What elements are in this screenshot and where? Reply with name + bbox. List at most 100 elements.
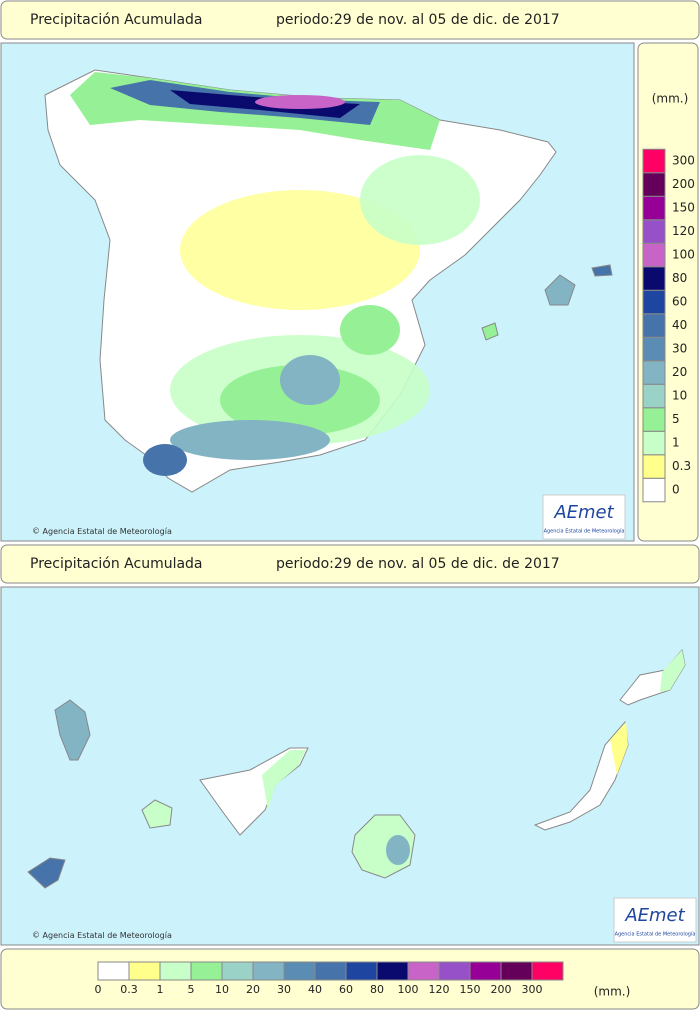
legend-swatch xyxy=(314,961,347,981)
legend-swatch xyxy=(642,289,666,315)
legend-swatch xyxy=(642,383,666,409)
legend-swatch xyxy=(159,961,192,981)
precip-area xyxy=(180,190,420,310)
legend-label: 300 xyxy=(522,983,543,996)
credit: Agencia Estatal de Meteorología xyxy=(43,931,172,940)
legend-label: 80 xyxy=(672,271,687,285)
legend-label: 100 xyxy=(672,248,695,262)
legend-label: 30 xyxy=(672,342,687,356)
precip-area xyxy=(280,355,340,405)
side-legend: 0 0.3 1 5 10 20 30 40 60 80 100 120 150 200 300 xyxy=(642,148,695,503)
precip-area xyxy=(255,95,345,109)
legend-label: 150 xyxy=(460,983,481,996)
copyright: © Agencia Estatal de Meteorología xyxy=(32,931,172,940)
legend-swatch xyxy=(642,219,666,244)
legend-label: 1 xyxy=(157,983,164,996)
precip-area xyxy=(386,835,410,865)
island xyxy=(141,799,173,829)
precip-area xyxy=(143,444,187,476)
legend-swatch xyxy=(500,961,533,981)
legend-label: 5 xyxy=(188,983,195,996)
logo-subtitle: Agencia Estatal de Meteorología xyxy=(544,528,625,535)
legend-swatch xyxy=(642,407,666,432)
precip-area xyxy=(610,722,628,775)
logo-box xyxy=(613,897,697,943)
header-title: Precipitación Acumulada xyxy=(30,556,203,572)
legend-swatch xyxy=(642,266,666,291)
island xyxy=(481,322,499,341)
legend-label: 120 xyxy=(672,224,695,238)
legend-swatch xyxy=(190,961,223,981)
legend-label: 40 xyxy=(672,318,687,332)
legend-label: 200 xyxy=(491,983,512,996)
legend-label: 150 xyxy=(672,201,695,215)
header-period: periodo:29 de nov. al 05 de dic. de 2017 xyxy=(276,556,560,572)
credit: Agencia Estatal de Meteorología xyxy=(43,527,172,536)
legend-label: 0 xyxy=(95,983,102,996)
precip-area xyxy=(340,305,400,355)
sea xyxy=(0,586,700,946)
island xyxy=(544,274,576,306)
logo-subtitle: Agencia Estatal de Meteorología xyxy=(615,931,696,938)
legend-swatch xyxy=(642,454,666,479)
header-title: Precipitación Acumulada xyxy=(30,12,203,28)
legend-label: 120 xyxy=(429,983,450,996)
precip-area xyxy=(360,155,480,245)
unit: (mm.) xyxy=(594,985,631,999)
island xyxy=(54,699,91,761)
logo: AEmet xyxy=(624,905,685,926)
legend-swatch xyxy=(438,961,471,981)
legend-swatch xyxy=(376,961,409,981)
island xyxy=(27,857,66,889)
legend-swatch xyxy=(642,148,666,174)
precip-area xyxy=(262,750,306,810)
legend-swatch xyxy=(128,961,161,981)
legend-swatch xyxy=(283,961,316,981)
legend-swatch xyxy=(252,961,285,981)
legend-label: 10 xyxy=(672,389,687,403)
legend-label: 30 xyxy=(277,983,291,996)
legend-swatch xyxy=(642,242,666,268)
legend-swatch xyxy=(642,336,666,362)
precip-area xyxy=(170,420,330,460)
legend-label: 20 xyxy=(246,983,260,996)
legend-label: 10 xyxy=(215,983,229,996)
legend-swatch xyxy=(531,961,564,981)
legend-swatch xyxy=(642,195,666,221)
legend-label: 300 xyxy=(672,154,695,168)
copyright: © Agencia Estatal de Meteorología xyxy=(32,527,172,536)
legend-label: 20 xyxy=(672,365,687,379)
bottom-legend: 0 0.3 1 5 10 20 30 40 60 80 100 120 150 200 300 xyxy=(95,961,564,996)
legend-label: 60 xyxy=(339,983,353,996)
legend-label: 60 xyxy=(672,295,687,309)
legend-swatch xyxy=(469,961,502,981)
logo: AEmet xyxy=(553,502,614,523)
header-period: periodo:29 de nov. al 05 de dic. de 2017 xyxy=(276,12,560,28)
legend-label: 0.3 xyxy=(672,459,691,473)
legend-swatch xyxy=(642,313,666,338)
legend-swatch xyxy=(221,961,254,981)
legend-swatch xyxy=(642,430,666,456)
legend-label: 80 xyxy=(370,983,384,996)
legend-label: 0.3 xyxy=(120,983,138,996)
legend-label: 200 xyxy=(672,177,695,191)
header-bar xyxy=(0,544,700,584)
legend-label: 100 xyxy=(398,983,419,996)
island xyxy=(591,264,613,277)
legend-label: 1 xyxy=(672,436,680,450)
legend-label: 0 xyxy=(672,483,680,497)
legend-label: 5 xyxy=(672,412,680,426)
precip-area xyxy=(660,650,685,692)
legend-swatch xyxy=(642,172,666,197)
legend-swatch xyxy=(97,961,130,981)
legend-swatch xyxy=(407,961,440,981)
header-bar xyxy=(0,0,700,40)
legend-label: 40 xyxy=(308,983,322,996)
unit: (mm.) xyxy=(652,92,689,106)
logo-box xyxy=(542,494,626,540)
legend-swatch xyxy=(642,477,666,503)
legend-swatch xyxy=(345,961,378,981)
legend-swatch xyxy=(642,360,666,385)
